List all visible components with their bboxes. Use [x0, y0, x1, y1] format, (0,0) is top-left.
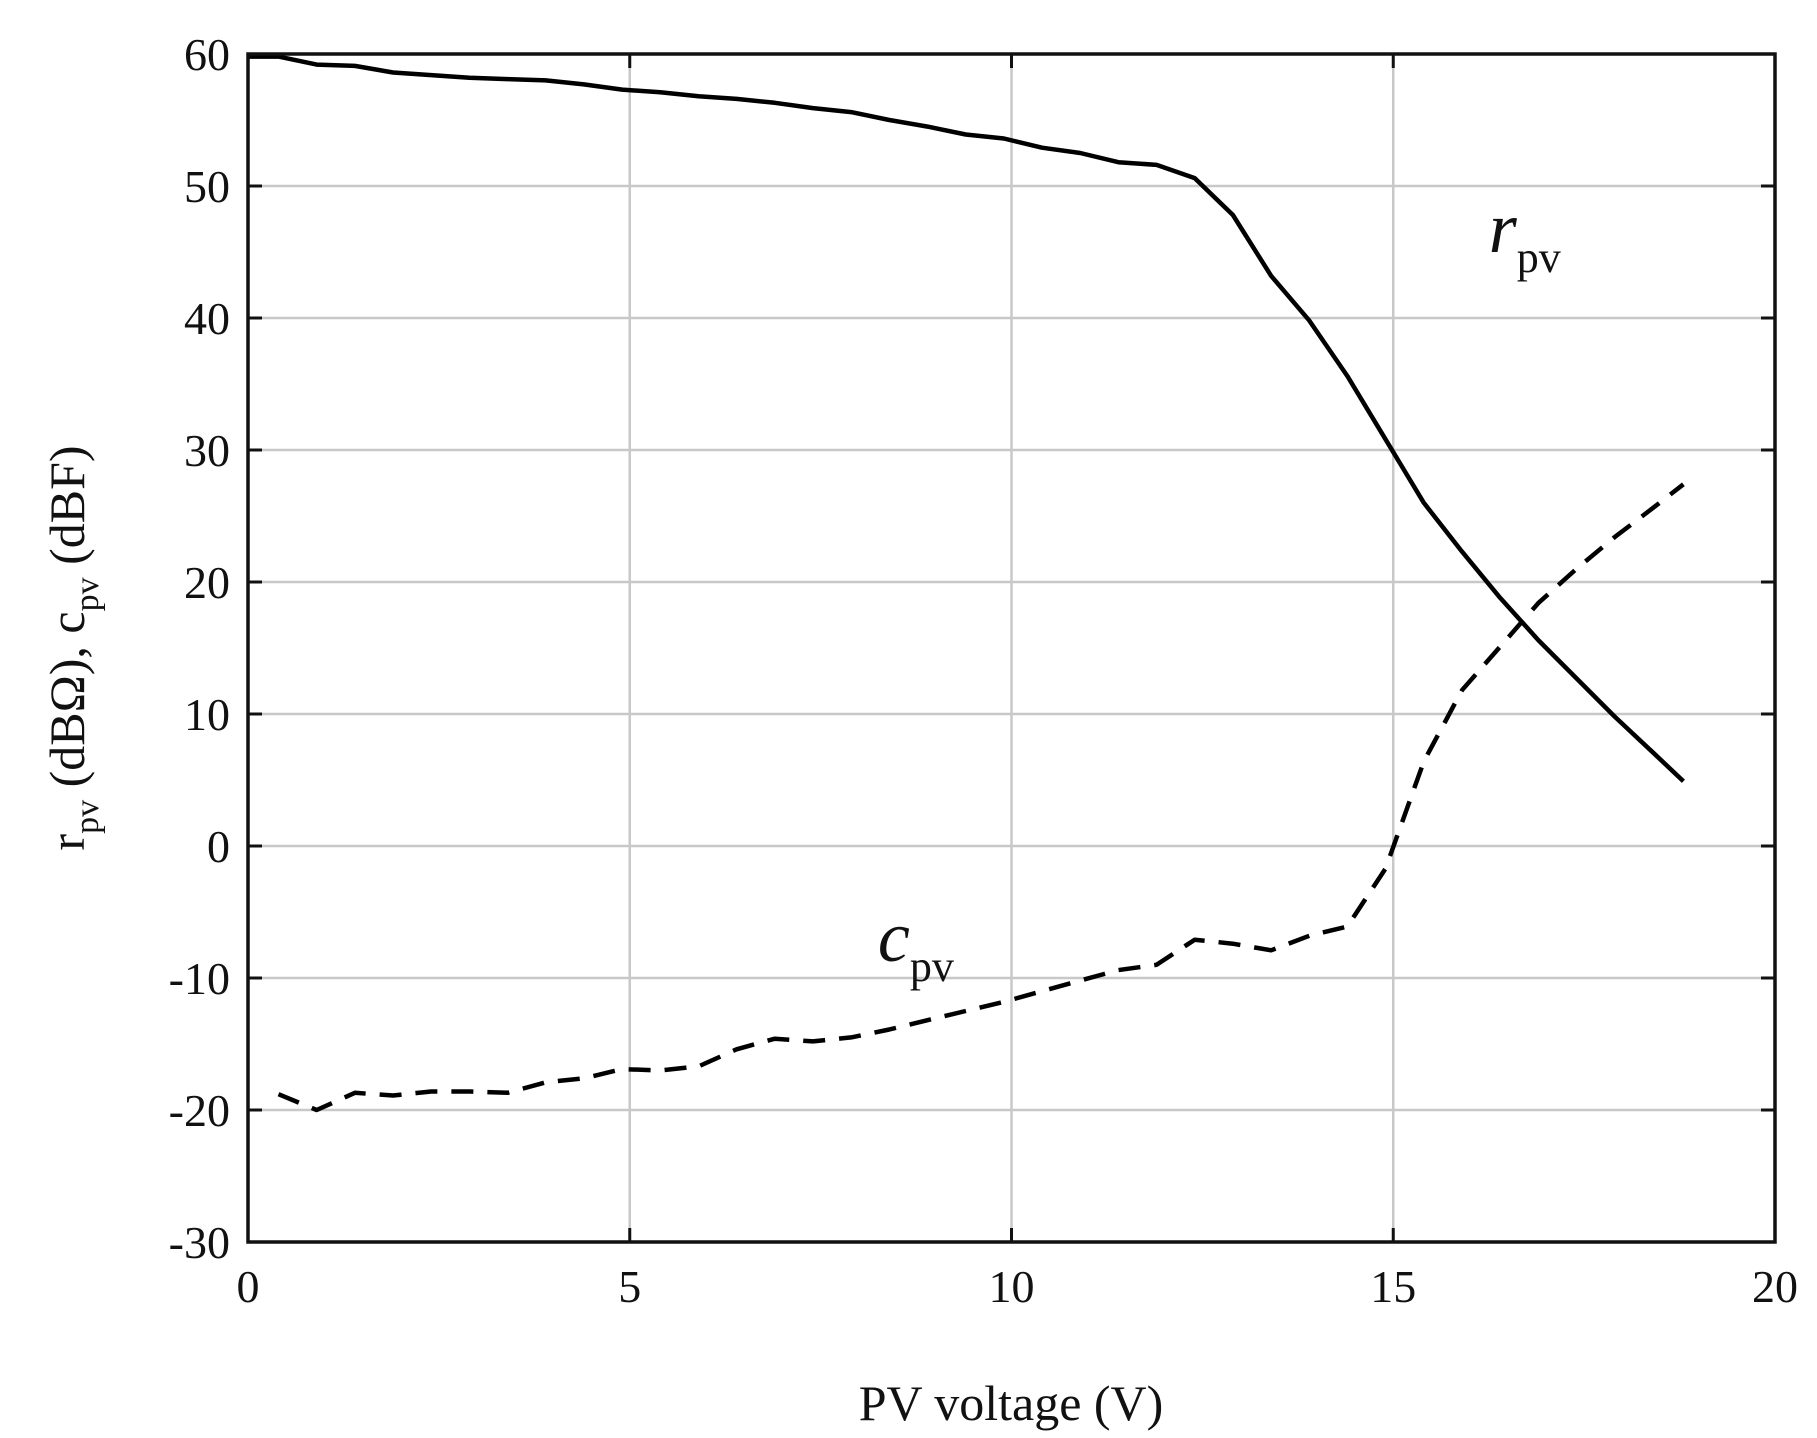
- x-axis-label: PV voltage (V): [859, 1375, 1164, 1431]
- y-tick-label: -20: [169, 1085, 230, 1136]
- x-tick-label: 0: [237, 1261, 260, 1312]
- y-axis-label-text: (dBF): [39, 445, 95, 577]
- y-tick-label: 10: [184, 689, 230, 740]
- y-tick-label: 40: [184, 293, 230, 344]
- x-tick-label: 20: [1752, 1261, 1798, 1312]
- y-axis-label-subscript: pv: [69, 800, 106, 834]
- series-annotation-r-pv: rpv: [1489, 188, 1561, 282]
- series-line-c-pv: [277, 482, 1685, 1113]
- series-annotation-main: r: [1489, 188, 1518, 268]
- y-tick-label: -10: [169, 953, 230, 1004]
- series-annotation-sub: pv: [1517, 233, 1561, 282]
- y-tick-label: -30: [169, 1217, 230, 1268]
- y-tick-label: 0: [207, 821, 230, 872]
- y-tick-label: 50: [184, 161, 230, 212]
- grid-layer: [248, 54, 1775, 1242]
- series-line-r-pv: [248, 54, 1685, 783]
- series-annotation-c-pv: cpv: [878, 897, 954, 991]
- x-tick-label: 10: [989, 1261, 1035, 1312]
- x-tick-label: 5: [618, 1261, 641, 1312]
- y-tick-label: 60: [184, 29, 230, 80]
- y-tick-label: 20: [184, 557, 230, 608]
- series-annotation-main: c: [878, 897, 910, 977]
- tick-layer: [246, 52, 1777, 1244]
- y-axis-label: rpv (dBΩ), cpv (dBF): [39, 445, 106, 850]
- series-layer: [248, 54, 1685, 1113]
- y-axis-label-text: (dBΩ), c: [39, 611, 95, 800]
- series-annotation-sub: pv: [910, 942, 954, 991]
- y-tick-label: 30: [184, 425, 230, 476]
- x-tick-label: 15: [1370, 1261, 1416, 1312]
- y-axis-label-text: r: [39, 834, 95, 851]
- y-axis-label-subscript: pv: [69, 577, 106, 611]
